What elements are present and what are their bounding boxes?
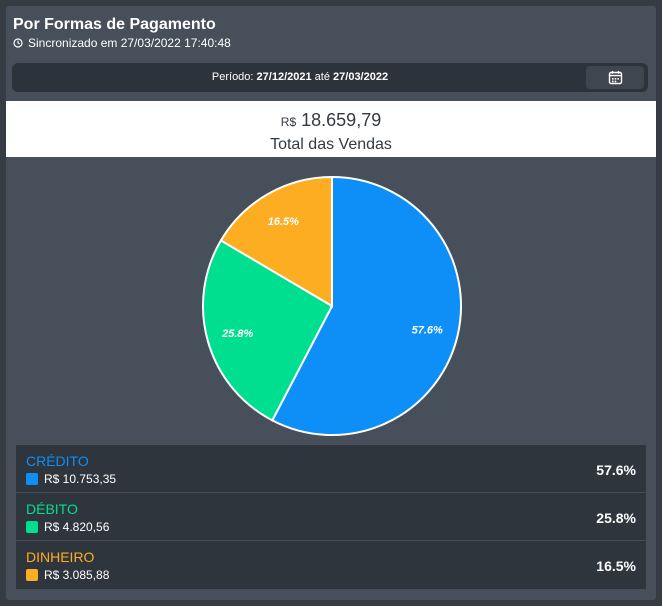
payment-methods-card: Por Formas de Pagamento Sincronizado em … [6, 6, 656, 600]
legend-swatch [26, 521, 38, 533]
total-currency: R$ [280, 115, 297, 129]
period-start: 27/12/2021 [256, 71, 312, 83]
legend-percent: 57.6% [596, 462, 636, 478]
sales-total: R$ 18.659,79 Total das Vendas [6, 101, 656, 157]
total-amount: 18.659,79 [301, 110, 382, 130]
clock-icon [13, 38, 23, 48]
legend-row-debito: DÉBITO R$ 4.820,56 25.8% [16, 493, 646, 541]
legend-amount: R$ 3.085,88 [44, 568, 110, 582]
total-label: Total das Vendas [270, 136, 392, 153]
payment-legend: CRÉDITO R$ 10.753,35 57.6% DÉBITO R$ 4.8… [16, 445, 646, 589]
legend-amount: R$ 10.753,35 [44, 472, 117, 486]
legend-row-credito: CRÉDITO R$ 10.753,35 57.6% [16, 445, 646, 493]
legend-amount: R$ 4.820,56 [44, 520, 110, 534]
legend-percent: 16.5% [596, 558, 636, 574]
legend-name: CRÉDITO [26, 453, 89, 469]
legend-name: DÉBITO [26, 501, 78, 517]
period-connector: até [314, 71, 330, 83]
sync-text: Sincronizado em 27/03/2022 17:40:48 [28, 36, 231, 50]
legend-name: DINHEIRO [26, 549, 95, 565]
calendar-icon [608, 71, 622, 85]
period-label: Período: [211, 71, 254, 83]
pie-slice-débito[interactable] [202, 239, 334, 422]
legend-swatch [26, 569, 38, 581]
payment-pie-chart: 57.6% 25.8% 16.5% [202, 175, 462, 436]
legend-row-dinheiro: DINHEIRO R$ 3.085,88 16.5% [16, 541, 646, 589]
legend-swatch [26, 473, 38, 485]
pie-slice-dinheiro[interactable] [219, 175, 333, 308]
sync-status: Sincronizado em 27/03/2022 17:40:48 [13, 36, 231, 50]
card-title: Por Formas de Pagamento [13, 16, 216, 33]
pie-slice-crédito[interactable] [270, 175, 462, 436]
legend-percent: 25.8% [596, 510, 636, 526]
calendar-button[interactable] [586, 66, 644, 89]
legend-value: R$ 3.085,88 [26, 568, 109, 582]
period-end: 27/03/2022 [333, 71, 389, 83]
period-bar: Período: 27/12/2021 até 27/03/2022 [12, 63, 648, 92]
legend-value: R$ 10.753,35 [26, 472, 116, 486]
pie-label-dinheiro: 16.5% [268, 216, 299, 228]
legend-value: R$ 4.820,56 [26, 520, 109, 534]
period-text: Período: 27/12/2021 até 27/03/2022 [12, 71, 588, 83]
pie-label-crédito: 57.6% [412, 324, 443, 336]
pie-label-débito: 25.8% [221, 328, 253, 340]
total-value: R$ 18.659,79 [6, 110, 656, 132]
